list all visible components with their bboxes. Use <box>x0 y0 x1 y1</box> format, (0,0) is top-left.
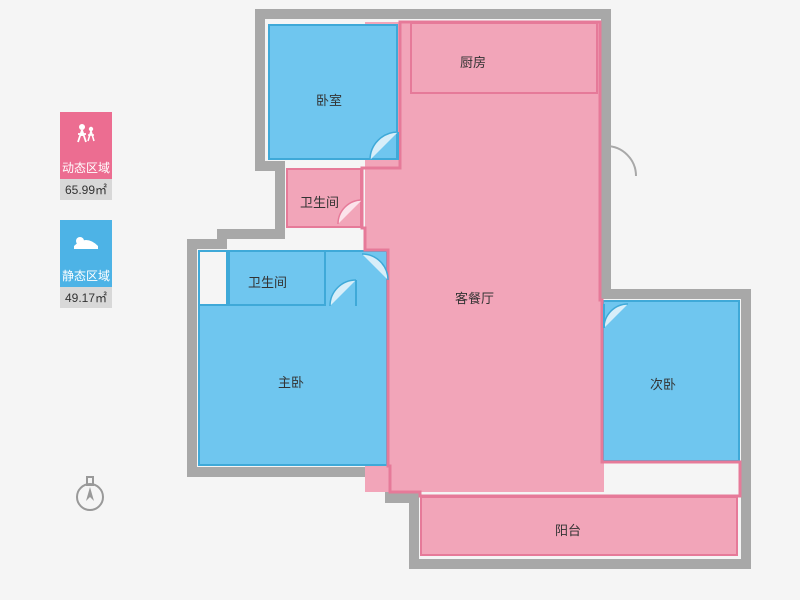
label-second: 次卧 <box>650 374 676 393</box>
room-living-ext <box>390 300 604 492</box>
label-bedroom: 卧室 <box>316 90 342 109</box>
label-bathroom1: 卫生间 <box>300 192 339 211</box>
label-balcony: 阳台 <box>555 520 581 539</box>
label-master: 主卧 <box>278 372 304 391</box>
label-living: 客餐厅 <box>455 288 494 307</box>
label-bathroom2: 卫生间 <box>248 272 287 291</box>
room-kitchen <box>410 22 598 94</box>
label-kitchen: 厨房 <box>460 52 486 71</box>
room-master-notch <box>198 250 228 306</box>
floorplan: 厨房 卧室 卫生间 客餐厅 卫生间 主卧 次卧 阳台 <box>0 0 800 600</box>
